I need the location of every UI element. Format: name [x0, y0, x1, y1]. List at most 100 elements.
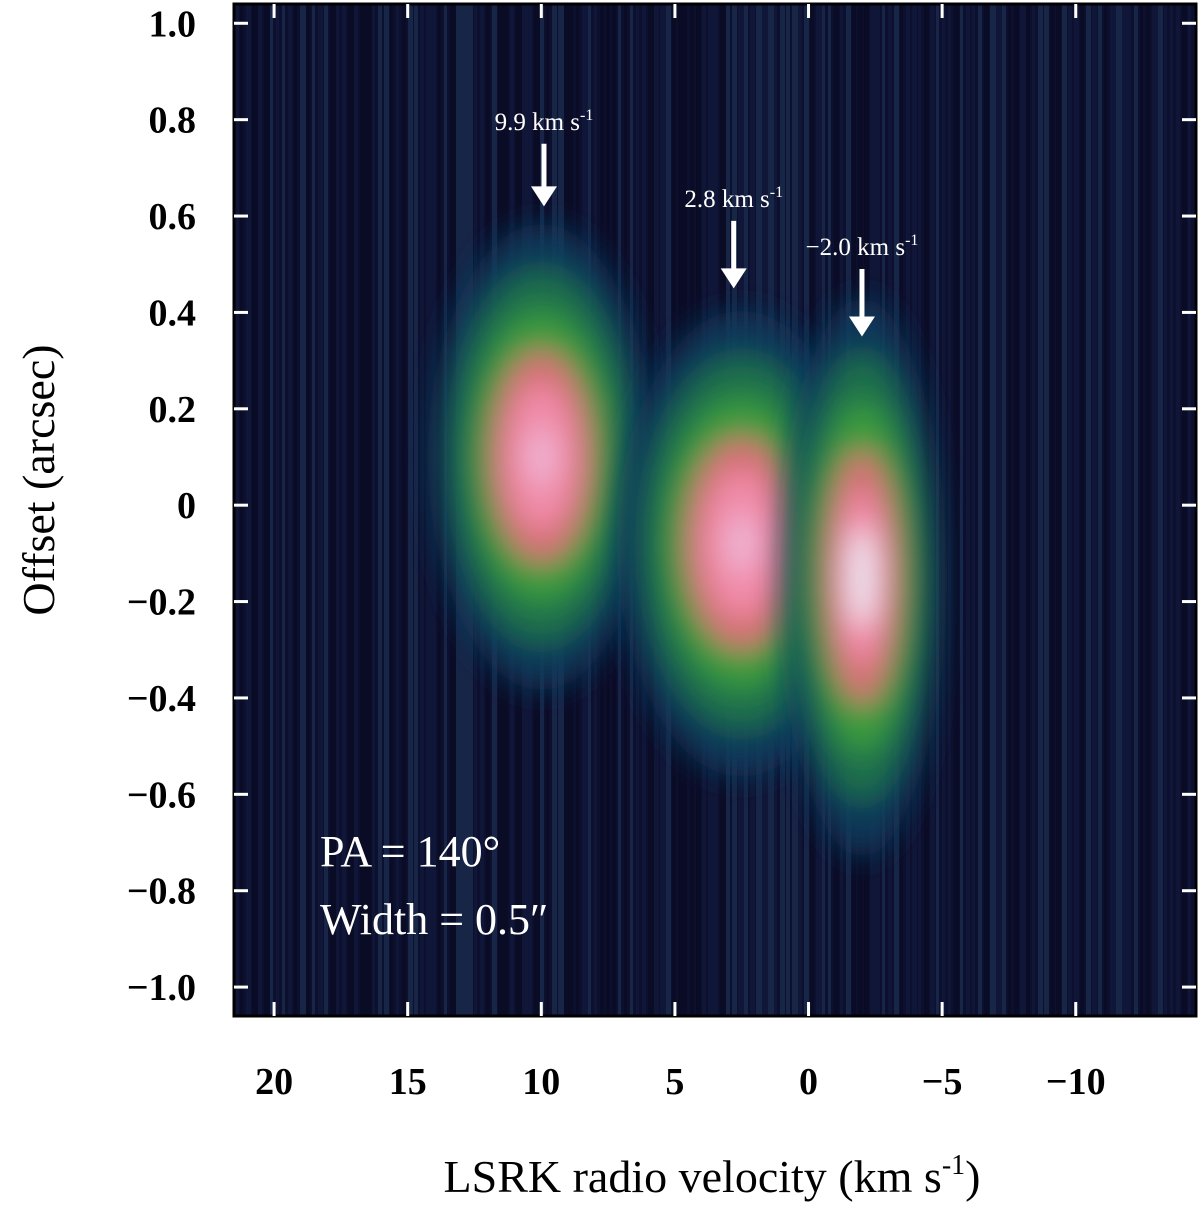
emission-component	[430, 224, 652, 690]
noise-stripe	[1182, 4, 1187, 1016]
noise-stripe	[312, 4, 315, 1016]
annotation-label: 2.8 km s-1	[684, 184, 783, 213]
noise-stripe	[1164, 4, 1167, 1016]
noise-stripe	[276, 4, 279, 1016]
noise-stripe	[1188, 4, 1191, 1016]
velocity-annotation: 2.8 km s-1	[684, 184, 783, 289]
noise-stripe	[1152, 4, 1158, 1016]
noise-stripe	[1128, 4, 1131, 1016]
velocity-annotation: −2.0 km s-1	[806, 232, 919, 337]
x-tick-label: 0	[799, 1061, 818, 1103]
noise-stripe	[1140, 4, 1143, 1016]
noise-stripe	[966, 4, 970, 1016]
noise-stripe	[1014, 4, 1019, 1016]
noise-stripe	[1176, 4, 1180, 1016]
noise-stripe	[426, 4, 432, 1016]
noise-stripe	[954, 4, 959, 1016]
x-tick-labels: 20 15 10 5 0 −5 −10	[255, 1061, 1105, 1103]
noise-stripe	[984, 4, 989, 1016]
annotation-arrow-head	[848, 316, 875, 337]
noise-stripe	[306, 4, 310, 1016]
y-tick-label: −1.0	[127, 967, 196, 1009]
emission-contour	[526, 428, 556, 486]
velocity-annotations: 9.9 km s-1 2.8 km s-1 −2.0 km s-1	[495, 107, 919, 337]
noise-stripe	[1026, 4, 1030, 1016]
noise-stripe	[288, 4, 292, 1016]
noise-stripe	[324, 4, 328, 1016]
noise-stripe	[996, 4, 1002, 1016]
emission-contour	[725, 514, 758, 573]
noise-stripe	[414, 4, 418, 1016]
noise-stripe	[1092, 4, 1097, 1016]
noise-stripe	[234, 4, 239, 1016]
noise-stripe	[1116, 4, 1122, 1016]
noise-stripe	[402, 4, 406, 1016]
noise-stripe	[390, 4, 393, 1016]
noise-stripe	[1098, 4, 1102, 1016]
annotation-arrow-head	[720, 268, 747, 289]
annotation-label: −2.0 km s-1	[806, 232, 919, 261]
y-axis-title: Offset (arcsec)	[13, 344, 64, 615]
x-tick-label: 15	[389, 1061, 427, 1103]
annotation-arrow-head	[530, 186, 557, 207]
noise-stripe	[264, 4, 270, 1016]
noise-stripe	[420, 4, 424, 1016]
x-axis-title: LSRK radio velocity (km s-1)	[444, 1150, 981, 1202]
y-tick-label: −0.8	[127, 871, 196, 913]
y-tick-label: 0.4	[149, 292, 197, 334]
annotation-label: 9.9 km s-1	[495, 107, 594, 136]
noise-stripe	[252, 4, 258, 1016]
noise-stripe	[990, 4, 996, 1016]
noise-stripe	[1038, 4, 1043, 1016]
y-tick-label: 1.0	[149, 3, 197, 45]
plot-frame	[232, 2, 1198, 1018]
noise-stripe	[336, 4, 339, 1016]
y-tick-label: 0.6	[149, 196, 197, 238]
y-tick-label: 0.2	[149, 389, 197, 431]
noise-stripe	[360, 4, 366, 1016]
noise-stripe	[300, 4, 306, 1016]
noise-stripe	[960, 4, 963, 1016]
noise-stripe	[1068, 4, 1072, 1016]
y-tick-label: 0.8	[149, 100, 197, 142]
noise-stripe	[258, 4, 262, 1016]
x-tick-label: 5	[665, 1061, 684, 1103]
noise-stripe	[1008, 4, 1011, 1016]
y-tick-label: −0.4	[127, 678, 196, 720]
noise-stripe	[318, 4, 323, 1016]
noise-stripe	[942, 4, 945, 1016]
noise-stripe	[240, 4, 243, 1016]
noise-stripe	[294, 4, 297, 1016]
noise-stripe	[1170, 4, 1173, 1016]
tick-marks	[234, 4, 1196, 1016]
noise-stripe	[330, 4, 336, 1016]
emission-contour	[847, 526, 877, 629]
noise-stripe	[1032, 4, 1035, 1016]
noise-stripe	[384, 4, 389, 1016]
noise-stripe	[372, 4, 375, 1016]
noise-stripe	[282, 4, 285, 1016]
noise-stripe	[1080, 4, 1084, 1016]
noise-stripe	[978, 4, 982, 1016]
noise-stripe	[1020, 4, 1026, 1016]
noise-stripe	[1074, 4, 1079, 1016]
y-tick-labels: 1.0 0.8 0.6 0.4 0.2 0 −0.2 −0.4 −0.6 −0.8 −1.0	[127, 3, 196, 1009]
noise-stripe	[1110, 4, 1116, 1016]
noise-stripe	[948, 4, 951, 1016]
noise-stripe	[1158, 4, 1163, 1016]
noise-stripe	[366, 4, 372, 1016]
noise-stripe	[1002, 4, 1006, 1016]
plot-area	[234, 4, 1196, 1016]
noise-stripe	[1062, 4, 1067, 1016]
x-tick-label: 10	[522, 1061, 560, 1103]
y-tick-label: −0.6	[127, 774, 196, 816]
noise-stripe	[972, 4, 975, 1016]
noise-stripe	[342, 4, 346, 1016]
noise-stripe	[1146, 4, 1150, 1016]
emission-component	[782, 298, 942, 857]
noise-stripe	[408, 4, 413, 1016]
noise-stripe	[354, 4, 358, 1016]
noise-stripe	[1044, 4, 1049, 1016]
noise-stripe	[348, 4, 354, 1016]
x-tick-label: −5	[922, 1061, 963, 1103]
